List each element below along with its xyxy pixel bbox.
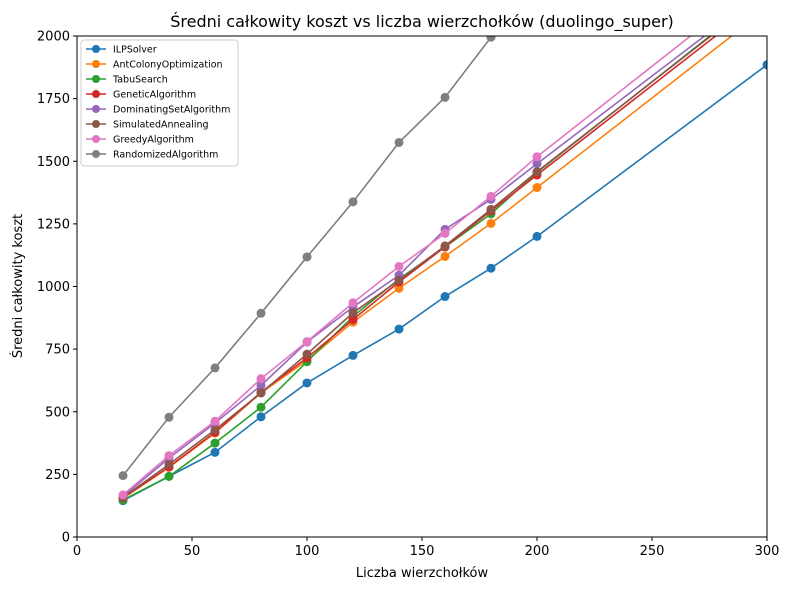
data-point <box>533 152 542 161</box>
data-point <box>349 308 358 317</box>
x-tick-label: 50 <box>184 544 201 559</box>
data-point <box>303 252 312 261</box>
legend-marker <box>92 60 100 68</box>
y-tick-label: 1750 <box>37 92 70 107</box>
legend-marker <box>92 120 100 128</box>
y-tick-label: 500 <box>45 405 70 420</box>
legend: ILPSolver AntColonyOptimization TabuSearch… <box>81 40 238 166</box>
data-point <box>119 490 128 499</box>
data-point <box>165 460 174 469</box>
data-point <box>395 276 404 285</box>
y-axis-ticks: 0 250 500 750 1000 1250 1500 1750 2000 <box>37 30 77 546</box>
legend-label: DominatingSetAlgorithm <box>113 105 230 116</box>
legend-label: AntColonyOptimization <box>113 60 223 71</box>
x-tick-label: 300 <box>755 544 780 559</box>
y-axis-label: Średni całkowity koszt <box>10 214 26 358</box>
legend-label: SimulatedAnnealing <box>113 120 209 131</box>
y-tick-label: 750 <box>45 343 70 358</box>
data-point <box>441 292 450 301</box>
y-tick-label: 250 <box>45 468 70 483</box>
x-axis-label: Liczba wierzchołków <box>356 566 489 581</box>
data-point <box>533 167 542 176</box>
legend-marker <box>92 90 100 98</box>
data-point <box>257 403 266 412</box>
data-point <box>487 192 496 201</box>
x-tick-label: 100 <box>295 544 320 559</box>
x-tick-label: 0 <box>73 544 81 559</box>
data-point <box>349 298 358 307</box>
legend-label: TabuSearch <box>112 75 168 86</box>
data-point <box>303 378 312 387</box>
data-point <box>165 472 174 481</box>
legend-label: GeneticAlgorithm <box>113 90 196 101</box>
data-point <box>211 363 220 372</box>
legend-marker <box>92 150 100 158</box>
legend-label: GreedyAlgorithm <box>113 135 194 146</box>
x-tick-label: 250 <box>640 544 665 559</box>
y-tick-label: 0 <box>62 531 70 546</box>
data-point <box>487 33 496 42</box>
y-tick-label: 2000 <box>37 30 70 45</box>
x-tick-label: 150 <box>410 544 435 559</box>
legend-label: RandomizedAlgorithm <box>113 150 218 161</box>
chart-title: Średni całkowity koszt vs liczba wierzch… <box>170 12 674 32</box>
data-point <box>257 309 266 318</box>
legend-marker <box>92 75 100 83</box>
data-point <box>487 219 496 228</box>
y-tick-label: 1250 <box>37 217 70 232</box>
x-axis-ticks: 0 50 100 150 200 250 300 <box>73 537 780 559</box>
legend-marker <box>92 45 100 53</box>
legend-marker <box>92 105 100 113</box>
data-point <box>165 413 174 422</box>
data-point <box>303 337 312 346</box>
data-point <box>119 471 128 480</box>
data-point <box>395 325 404 334</box>
data-point <box>533 183 542 192</box>
data-point <box>349 197 358 206</box>
data-point <box>165 451 174 460</box>
legend-label: ILPSolver <box>113 45 157 56</box>
data-point <box>763 4 772 13</box>
data-point <box>211 417 220 426</box>
data-point <box>533 232 542 241</box>
data-point <box>303 350 312 359</box>
data-point <box>211 448 220 457</box>
data-point <box>211 439 220 448</box>
legend-marker <box>92 135 100 143</box>
data-point <box>487 205 496 214</box>
data-point <box>257 412 266 421</box>
data-point <box>487 264 496 273</box>
data-point <box>395 138 404 147</box>
y-tick-label: 1000 <box>37 280 70 295</box>
data-point <box>257 388 266 397</box>
y-tick-label: 1500 <box>37 155 70 170</box>
data-point <box>441 93 450 102</box>
data-point <box>395 262 404 271</box>
x-tick-label: 200 <box>525 544 550 559</box>
data-point <box>257 374 266 383</box>
data-point <box>441 229 450 238</box>
data-point <box>441 252 450 261</box>
data-point <box>441 241 450 250</box>
data-point <box>349 351 358 360</box>
data-point <box>211 425 220 434</box>
